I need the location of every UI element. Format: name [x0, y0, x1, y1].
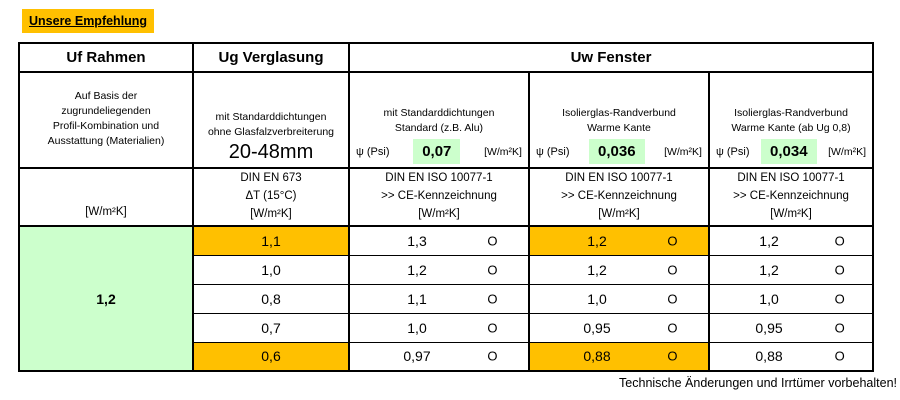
uw-warm-edge-ug08-value-cell: 0,95 O [707, 312, 875, 343]
circle-marker-icon: O [487, 262, 498, 277]
uw-value: 0,97 [403, 348, 431, 365]
uf-description-cell: Auf Basis der zugrundeliegenden Profil-K… [18, 71, 194, 169]
uf-unit-label: [W/m²K] [85, 206, 127, 219]
uw-warm-edge-description-cell: Isolierglas-Randverbund Warme Kante ψ (P… [528, 71, 710, 169]
circle-marker-icon: O [834, 262, 845, 277]
circle-marker-icon: O [487, 233, 498, 249]
uw-standard-norm-cell: DIN EN ISO 10077-1 >> CE-Kennzeichnung [… [348, 167, 530, 227]
psi-value-warm-edge-ug08: 0,034 [761, 139, 817, 164]
norm-row: [W/m²K] DIN EN 673 ΔT (15°C) [W/m²K] DIN… [18, 167, 875, 227]
uw-value: 1,2 [759, 261, 779, 278]
psi-symbol-label: ψ (Psi) [536, 145, 570, 158]
circle-marker-icon: O [487, 348, 498, 364]
uw-value: 0,95 [755, 319, 783, 336]
uw-value: 1,2 [759, 232, 779, 249]
ug-norm-label: DIN EN 673 ΔT (15°C) [W/m²K] [240, 172, 302, 220]
uw-warm-edge-ug08-value-cell: 1,2 O [707, 254, 875, 285]
psi-value-standard: 0,07 [413, 139, 461, 164]
circle-marker-icon: O [667, 262, 678, 277]
uw-warm-edge-value-cell: 0,95 O [528, 312, 710, 343]
psi-value-warm-edge: 0,036 [589, 139, 645, 164]
psi-row-warm-edge-ug08: ψ (Psi) 0,034 [W/m²K] [711, 139, 871, 164]
uw-warm-edge-ug08-description-cell: Isolierglas-Randverbund Warme Kante (ab … [707, 71, 875, 169]
ug-value-cell: 0,7 [192, 312, 350, 343]
uw-standard-norm-label: DIN EN ISO 10077-1 >> CE-Kennzeichnung [… [381, 172, 497, 220]
uw-warm-edge-ug08-value-cell: 1,0 O [707, 283, 875, 314]
psi-symbol-label: ψ (Psi) [716, 145, 750, 158]
uw-warm-edge-value-cell: 1,2 O [528, 225, 710, 256]
ug-thickness-range: 20-48mm [228, 141, 314, 163]
circle-marker-icon: O [487, 291, 498, 306]
circle-marker-icon: O [834, 291, 845, 306]
uw-value: 1,3 [407, 232, 427, 249]
uw-standard-value-cell: 1,3 O [348, 225, 530, 256]
psi-unit-label: [W/m²K] [484, 145, 522, 158]
psi-symbol-label: ψ (Psi) [356, 145, 390, 158]
uw-standard-description: mit Standarddichtungen Standard (z.B. Al… [383, 106, 495, 134]
uw-value: 1,1 [407, 290, 427, 307]
table-row: 0,8 1,1 O 1,0 O 1,0 O [19, 283, 875, 314]
circle-marker-icon: O [834, 348, 845, 364]
footer-disclaimer: Technische Änderungen und Irrtümer vorbe… [619, 376, 897, 390]
table-row: 1,0 1,2 O 1,2 O 1,2 O [19, 254, 875, 285]
uf-basis-description: Auf Basis der zugrundeliegenden Profil-K… [47, 89, 165, 148]
uw-warm-edge-norm-label: DIN EN ISO 10077-1 >> CE-Kennzeichnung [… [561, 172, 677, 220]
ug-value-cell: 0,6 [192, 341, 350, 372]
uw-warm-edge-value-cell: 0,88 O [528, 341, 710, 372]
psi-row-standard: ψ (Psi) 0,07 [W/m²K] [351, 139, 527, 164]
ug-description-cell: mit Standarddichtungen ohne Glasfalzverb… [192, 71, 350, 169]
psi-row-warm-edge: ψ (Psi) 0,036 [W/m²K] [531, 139, 707, 164]
psi-unit-label: [W/m²K] [664, 145, 702, 158]
circle-marker-icon: O [834, 233, 845, 249]
uw-value: 1,2 [587, 232, 607, 249]
uw-value: 1,2 [407, 261, 427, 278]
uw-warm-edge-ug08-value-cell: 0,88 O [707, 341, 875, 372]
ug-value-cell: 0,8 [192, 283, 350, 314]
uf-value-cell: 1,2 [18, 225, 194, 372]
circle-marker-icon: O [487, 320, 498, 335]
circle-marker-icon: O [667, 320, 678, 335]
uw-value: 0,88 [583, 348, 611, 365]
circle-marker-icon: O [667, 291, 678, 306]
uf-unit-cell: [W/m²K] [18, 167, 194, 227]
uw-value: 1,0 [759, 290, 779, 307]
uw-warm-edge-value-cell: 1,0 O [528, 283, 710, 314]
uw-warm-edge-description: Isolierglas-Randverbund Warme Kante [562, 106, 676, 134]
u-values-table: Uf Rahmen Ug Verglasung Uw Fenster Auf B… [18, 42, 875, 372]
uw-standard-value-cell: 1,0 O [348, 312, 530, 343]
uw-value: 0,95 [583, 319, 611, 336]
header-ug-verglasung: Ug Verglasung [192, 42, 350, 73]
uw-standard-description-cell: mit Standarddichtungen Standard (z.B. Al… [348, 71, 530, 169]
page-title: Unsere Empfehlung [22, 9, 155, 33]
circle-marker-icon: O [667, 233, 678, 249]
uw-warm-edge-norm-cell: DIN EN ISO 10077-1 >> CE-Kennzeichnung [… [528, 167, 710, 227]
ug-sealing-description: mit Standarddichtungen ohne Glasfalzverb… [207, 110, 335, 138]
uw-warm-edge-ug08-description: Isolierglas-Randverbund Warme Kante (ab … [731, 106, 851, 134]
uw-value: 0,88 [755, 348, 783, 365]
circle-marker-icon: O [667, 348, 678, 364]
ug-value-cell: 1,0 [192, 254, 350, 285]
ug-norm-cell: DIN EN 673 ΔT (15°C) [W/m²K] [192, 167, 350, 227]
circle-marker-icon: O [834, 320, 845, 335]
description-row: Auf Basis der zugrundeliegenden Profil-K… [18, 71, 875, 169]
uw-warm-edge-ug08-value-cell: 1,2 O [707, 225, 875, 256]
uw-warm-edge-ug08-norm-cell: DIN EN ISO 10077-1 >> CE-Kennzeichnung [… [707, 167, 875, 227]
uw-warm-edge-ug08-norm-label: DIN EN ISO 10077-1 >> CE-Kennzeichnung [… [733, 172, 849, 220]
header-uw-fenster: Uw Fenster [347, 42, 875, 73]
table-row: 0,7 1,0 O 0,95 O 0,95 O [19, 312, 875, 343]
uw-standard-value-cell: 1,1 O [348, 283, 530, 314]
uw-value: 1,0 [587, 290, 607, 307]
table-header-row: Uf Rahmen Ug Verglasung Uw Fenster [18, 42, 875, 73]
uw-standard-value-cell: 0,97 O [348, 341, 530, 372]
psi-unit-label: [W/m²K] [828, 145, 867, 158]
uw-standard-value-cell: 1,2 O [348, 254, 530, 285]
ug-value-cell: 1,1 [192, 225, 350, 256]
uw-value: 1,0 [407, 319, 427, 336]
uw-warm-edge-value-cell: 1,2 O [528, 254, 710, 285]
header-uf-rahmen: Uf Rahmen [18, 42, 194, 73]
uw-value: 1,2 [587, 261, 607, 278]
table-row: 1,2 1,1 1,3 O 1,2 O 1,2 O [18, 225, 875, 372]
table-row: 0,6 0,97 O 0,88 O 0,88 O [19, 341, 875, 372]
